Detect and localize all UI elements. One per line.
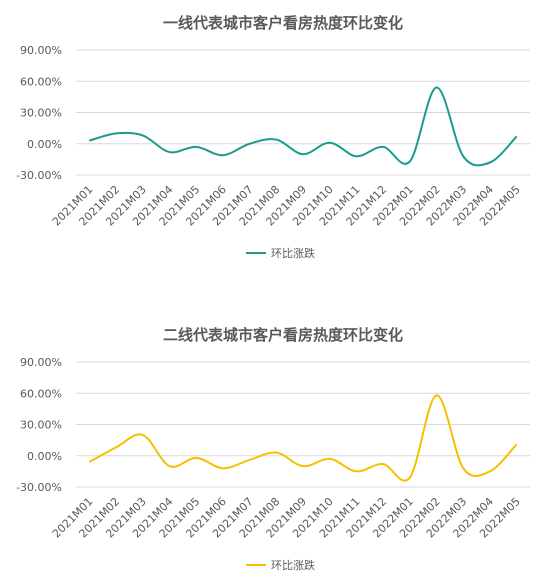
chart-title: 一线代表城市客户看房热度环比变化 xyxy=(163,14,403,32)
y-tick-label: 60.00% xyxy=(20,75,62,88)
legend-label: 环比涨跌 xyxy=(271,558,315,572)
y-tick-label: 30.00% xyxy=(20,107,62,120)
y-tick-label: 60.00% xyxy=(20,387,62,400)
y-tick-label: 0.00% xyxy=(27,138,62,151)
y-tick-label: -30.00% xyxy=(16,169,62,182)
y-tick-label: 0.00% xyxy=(27,450,62,463)
y-tick-label: 90.00% xyxy=(20,356,62,369)
y-tick-label: 90.00% xyxy=(20,44,62,57)
chart-title: 二线代表城市客户看房热度环比变化 xyxy=(163,326,403,344)
y-tick-label: -30.00% xyxy=(16,481,62,494)
series-line xyxy=(89,86,518,167)
series-line xyxy=(88,394,518,482)
y-tick-label: 30.00% xyxy=(20,419,62,432)
chart-1: 一线代表城市客户看房热度环比变化 90.00% 60.00% 30.00% 0.00% -… xyxy=(16,14,530,260)
chart-2: 二线代表城市客户看房热度环比变化 90.00% 60.00% 30.00% 0.00% -… xyxy=(16,326,530,572)
legend-label: 环比涨跌 xyxy=(271,246,315,260)
